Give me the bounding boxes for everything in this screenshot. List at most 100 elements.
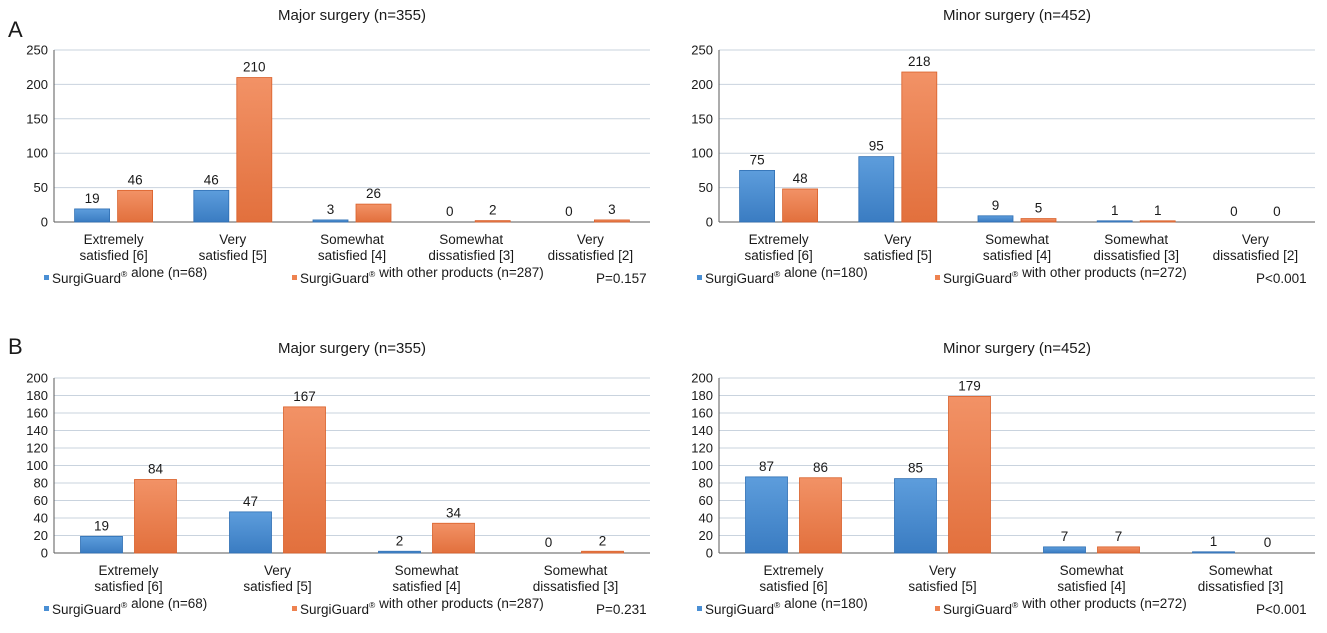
data-label: 47 bbox=[243, 494, 258, 509]
y-tick-label: 250 bbox=[691, 43, 713, 58]
y-tick-label: 0 bbox=[706, 546, 713, 561]
y-tick-label: 200 bbox=[691, 371, 713, 386]
data-label: 2 bbox=[489, 203, 497, 218]
chart-4: Minor surgery (n=452) 0 20 40 60 80 100 120 140 1… bbox=[691, 340, 1315, 617]
data-label: 87 bbox=[759, 459, 774, 474]
x-category-label: Extremely satisfied [6] bbox=[759, 563, 827, 594]
x-category-label: Somewhat satisfied [4] bbox=[983, 232, 1051, 263]
legend: SurgiGuard® alone (n=68) SurgiGuard® with… bbox=[44, 596, 647, 617]
chart-title: Minor surgery (n=452) bbox=[943, 7, 1091, 24]
x-category-label: Extremely satisfied [6] bbox=[79, 232, 147, 263]
y-tick-label: 150 bbox=[691, 111, 713, 126]
x-category-label: Somewhat dissatisfied [3] bbox=[428, 232, 514, 263]
y-tick-label: 180 bbox=[691, 388, 713, 403]
p-value: P<0.001 bbox=[1256, 602, 1307, 617]
bar-series-a bbox=[894, 478, 937, 554]
data-label: 1 bbox=[1111, 203, 1119, 218]
data-label: 167 bbox=[293, 389, 316, 404]
legend-swatch-a bbox=[697, 606, 702, 611]
bar-series-a bbox=[739, 169, 775, 223]
y-tick-label: 0 bbox=[41, 546, 48, 561]
data-label: 210 bbox=[243, 60, 266, 75]
y-tick-label: 50 bbox=[34, 180, 48, 195]
y-tick-label: 200 bbox=[691, 77, 713, 92]
legend-swatch-b bbox=[292, 275, 297, 280]
y-tick-label: 180 bbox=[26, 388, 48, 403]
y-tick-label: 250 bbox=[26, 43, 48, 58]
p-value: P<0.001 bbox=[1256, 271, 1307, 286]
x-category-label: Somewhat satisfied [4] bbox=[392, 563, 460, 594]
chart-3: Major surgery (n=355)0204060801001201401… bbox=[26, 340, 650, 617]
bar-series-b bbox=[134, 479, 177, 554]
data-label: 0 bbox=[565, 204, 573, 219]
x-category-label: Very satisfied [5] bbox=[864, 232, 932, 263]
x-category-label: Very satisfied [5] bbox=[199, 232, 267, 263]
bar-series-b bbox=[901, 71, 938, 223]
bar-series-b bbox=[236, 77, 273, 223]
bar-series-a bbox=[1096, 220, 1133, 223]
x-category-label: Very dissatisfied [2] bbox=[1213, 232, 1299, 263]
y-tick-label: 200 bbox=[26, 371, 48, 386]
x-category-label: Somewhat satisfied [4] bbox=[318, 232, 386, 263]
legend-label-a: SurgiGuard® alone (n=68) bbox=[52, 596, 207, 617]
y-tick-label: 160 bbox=[691, 406, 713, 421]
data-label: 46 bbox=[128, 172, 143, 187]
x-category-label: Somewhat satisfied [4] bbox=[1057, 563, 1125, 594]
bar-series-b bbox=[948, 395, 991, 554]
data-label: 0 bbox=[446, 204, 454, 219]
data-label: 1 bbox=[1210, 534, 1218, 549]
y-tick-label: 60 bbox=[699, 493, 713, 508]
bar-series-a bbox=[1192, 551, 1235, 554]
legend: SurgiGuard® alone (n=180) SurgiGuard® wit… bbox=[697, 265, 1307, 286]
x-category-label: Very satisfied [5] bbox=[908, 563, 976, 594]
bar-series-b bbox=[782, 188, 818, 223]
bar-series-b bbox=[432, 522, 475, 554]
data-label: 2 bbox=[599, 533, 607, 548]
y-tick-label: 0 bbox=[706, 215, 713, 230]
data-label: 19 bbox=[85, 191, 100, 206]
data-label: 0 bbox=[1230, 204, 1238, 219]
data-label: 75 bbox=[750, 152, 765, 167]
bar-series-a bbox=[229, 511, 272, 554]
data-label: 34 bbox=[446, 505, 462, 520]
data-label: 3 bbox=[327, 202, 335, 217]
y-tick-label: 60 bbox=[34, 493, 48, 508]
chart-1: Major surgery (n=355)0501001502002501946… bbox=[26, 7, 650, 286]
data-label: 2 bbox=[396, 533, 404, 548]
y-tick-label: 50 bbox=[699, 180, 713, 195]
y-tick-label: 0 bbox=[41, 215, 48, 230]
legend-label-a: SurgiGuard® alone (n=180) bbox=[705, 596, 868, 617]
data-label: 19 bbox=[94, 518, 109, 533]
x-category-label: Very satisfied [5] bbox=[243, 563, 311, 594]
x-category-label: Somewhat dissatisfied [3] bbox=[533, 563, 619, 594]
data-label: 218 bbox=[908, 54, 931, 69]
bar-series-b bbox=[799, 477, 842, 554]
bar-series-a bbox=[1043, 546, 1086, 554]
y-tick-label: 100 bbox=[26, 458, 48, 473]
bar-series-b bbox=[355, 203, 392, 223]
legend-label-a: SurgiGuard® alone (n=68) bbox=[52, 265, 207, 286]
y-tick-label: 150 bbox=[26, 111, 48, 126]
bar-series-a bbox=[80, 535, 123, 554]
legend: SurgiGuard® alone (n=180) SurgiGuard® wit… bbox=[697, 596, 1307, 617]
data-label: 1 bbox=[1154, 203, 1162, 218]
charts-group: Major surgery (n=355)0501001502002501946… bbox=[26, 7, 1315, 617]
panel-letter-a: A bbox=[8, 17, 23, 42]
data-label: 46 bbox=[204, 172, 219, 187]
bar-series-b bbox=[594, 219, 630, 223]
bar-series-b bbox=[117, 189, 153, 223]
legend-swatch-a bbox=[697, 275, 702, 280]
bar-series-b bbox=[581, 550, 624, 554]
bar-series-b bbox=[1097, 546, 1140, 554]
legend-swatch-a bbox=[44, 606, 49, 611]
legend-swatch-b bbox=[935, 606, 940, 611]
data-label: 7 bbox=[1061, 529, 1069, 544]
bar-series-a bbox=[193, 189, 230, 223]
bar-series-b bbox=[1020, 218, 1057, 223]
legend-label-b: SurgiGuard® with other products (n=272) bbox=[943, 596, 1187, 617]
data-label: 7 bbox=[1115, 529, 1123, 544]
data-label: 0 bbox=[1264, 535, 1272, 550]
data-label: 3 bbox=[608, 202, 616, 217]
data-label: 0 bbox=[1273, 204, 1281, 219]
